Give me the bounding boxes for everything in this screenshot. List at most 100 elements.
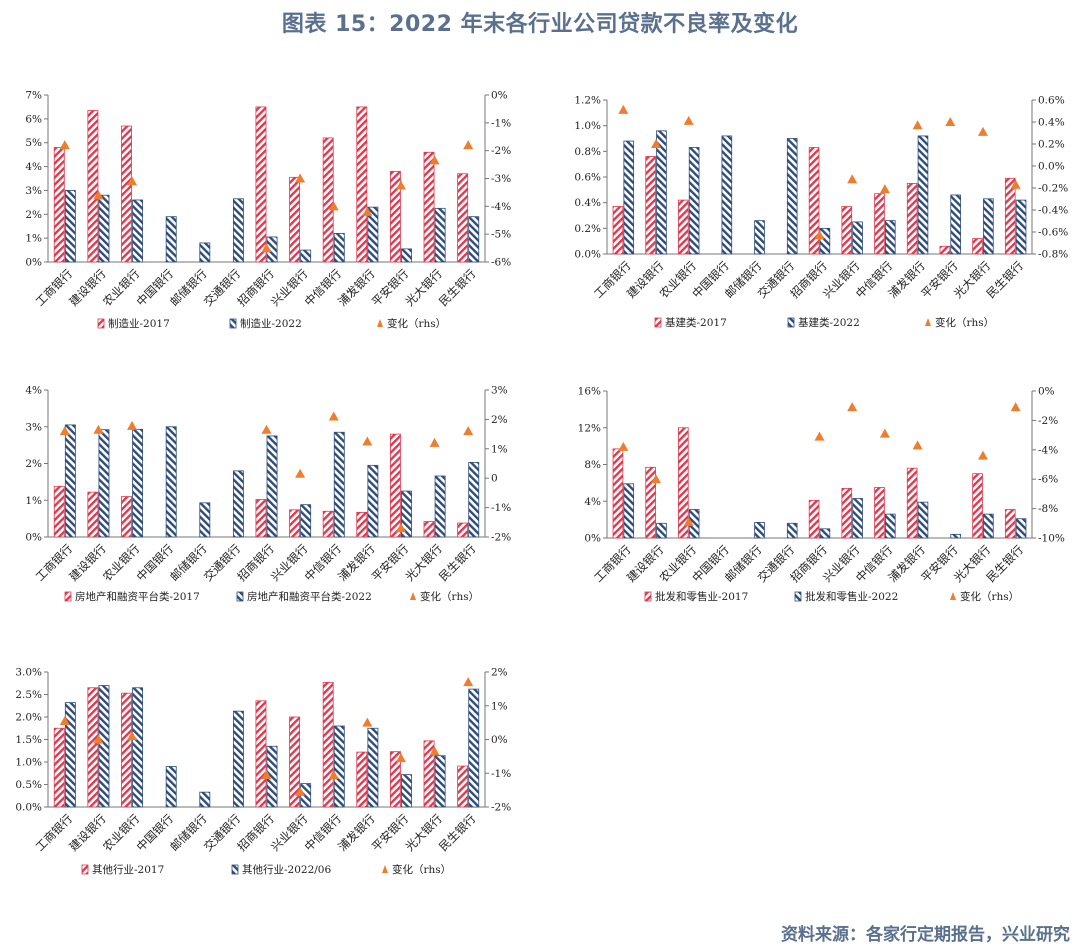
change-marker	[683, 115, 694, 125]
legend-label-2017: 其他行业-2017	[92, 863, 164, 876]
legend-swatch-2017	[81, 864, 89, 875]
bar-2017	[389, 751, 401, 808]
bar-2022	[1015, 199, 1027, 255]
bar-2017	[972, 238, 983, 255]
legend-swatch-change	[925, 318, 931, 326]
y2-tick-label: -1%	[491, 117, 511, 129]
bar-2022	[819, 227, 831, 255]
change-marker	[463, 677, 474, 687]
change-marker	[429, 437, 440, 447]
y-tick-label: 16%	[578, 386, 601, 398]
change-marker	[847, 402, 858, 412]
bar-2022	[884, 513, 896, 539]
y-tick-label: 0.6%	[574, 172, 601, 184]
bar-2017	[423, 521, 435, 538]
y-tick-label: 1.5%	[15, 734, 42, 746]
bar-2022	[819, 528, 831, 539]
change-marker	[127, 420, 138, 430]
y-tick-label: 6%	[25, 113, 42, 125]
bar-2022	[917, 135, 929, 255]
bar-2022	[300, 249, 312, 263]
bar-2022	[434, 207, 446, 263]
change-marker	[395, 523, 406, 533]
bar-2022	[983, 198, 994, 255]
bar-2017	[457, 765, 469, 808]
category-label: 民生银行	[436, 541, 478, 583]
bar-2017	[289, 716, 301, 808]
y2-tick-label: -2%	[491, 802, 511, 814]
bar-2022	[132, 199, 144, 263]
change-marker	[362, 206, 373, 216]
change-marker	[328, 201, 339, 211]
y-tick-label: 0.0%	[15, 802, 42, 814]
bar-2022	[468, 688, 480, 808]
bar-2022	[199, 791, 211, 808]
y2-tick-label: 0.6%	[1038, 95, 1065, 107]
change-marker	[463, 140, 474, 150]
bar-2017	[356, 751, 368, 808]
bar-2022	[98, 685, 110, 808]
bar-2017	[322, 681, 334, 808]
y-tick-label: 3%	[25, 185, 42, 197]
legend-label-2017: 制造业-2017	[108, 317, 170, 330]
legend-label-2022: 房地产和融资平台类-2022	[247, 590, 372, 603]
legend-swatch-2022	[229, 318, 237, 329]
bar-2022	[656, 522, 667, 539]
bar-2017	[87, 687, 99, 808]
y2-tick-label: -1%	[491, 502, 511, 514]
y2-tick-label: 0.0%	[1038, 161, 1065, 173]
y2-tick-label: -4%	[1038, 444, 1058, 456]
change-marker	[945, 117, 956, 126]
legend-label-2022: 其他行业-2022/06	[242, 863, 331, 876]
y-tick-label: 0%	[584, 533, 601, 545]
bar-2017	[906, 183, 918, 255]
legend-swatch-change	[382, 865, 388, 873]
chart-manufacturing: 0%1%2%3%4%5%6%7%-6%-5%-4%-3%-2%-1%0%工商银行…	[25, 90, 511, 331]
bar-2017	[53, 485, 65, 538]
bar-2017	[356, 511, 368, 538]
change-marker	[651, 474, 662, 484]
legend-label-change: 变化（rhs）	[387, 317, 446, 330]
bar-2022	[434, 475, 446, 538]
y-tick-label: 5%	[25, 137, 42, 149]
change-marker	[295, 173, 306, 183]
legend-swatch-change	[410, 592, 416, 600]
change-marker	[847, 174, 858, 184]
bar-2017	[612, 448, 624, 539]
change-marker	[1010, 179, 1021, 189]
legend-swatch-2022	[787, 317, 795, 328]
legend-label-2017: 基建类-2017	[665, 316, 727, 329]
y-tick-label: 0.8%	[574, 146, 601, 158]
y2-tick-label: 2%	[491, 414, 508, 426]
bar-2017	[289, 176, 301, 263]
y2-tick-label: -10%	[1038, 533, 1065, 545]
change-marker	[93, 190, 104, 200]
y-tick-label: 4%	[25, 385, 42, 397]
y2-tick-label: 1%	[491, 443, 508, 455]
bar-2017	[389, 170, 401, 263]
bar-2017	[1004, 509, 1016, 539]
bar-2022	[721, 135, 733, 255]
change-marker	[295, 468, 306, 478]
change-marker	[463, 426, 474, 436]
y2-tick-label: -5%	[491, 229, 511, 241]
category-label: 民生银行	[984, 258, 1026, 300]
y-tick-label: 0%	[25, 532, 42, 544]
y2-tick-label: 0	[491, 473, 498, 485]
bar-2017	[121, 496, 132, 538]
chart-other-industries: 0.0% 0.5% 1.0% 1.5% 2.0% 2.5% 3.0% -2% -1% 0% 1% 2%…	[15, 667, 511, 877]
legend: 房地产和融资平台类-2017 房地产和融资平台类-2022 变化（rhs）	[64, 590, 479, 603]
legend-label-change: 变化（rhs）	[420, 590, 479, 603]
legend: 制造业-2017 制造业-2022 变化（rhs）	[97, 317, 446, 330]
bar-2022	[98, 429, 110, 538]
bar-2022	[852, 221, 863, 255]
change-marker	[683, 516, 694, 526]
y-tick-label: 2.5%	[15, 689, 42, 701]
legend-label-change: 变化（rhs）	[935, 316, 994, 329]
bar-2022	[333, 725, 345, 808]
y-tick-label: 1%	[25, 495, 42, 507]
bar-2017	[255, 499, 267, 538]
change-marker	[879, 428, 890, 438]
legend: 其他行业-2017 其他行业-2022/06 变化（rhs）	[81, 863, 451, 876]
change-marker	[261, 243, 272, 253]
